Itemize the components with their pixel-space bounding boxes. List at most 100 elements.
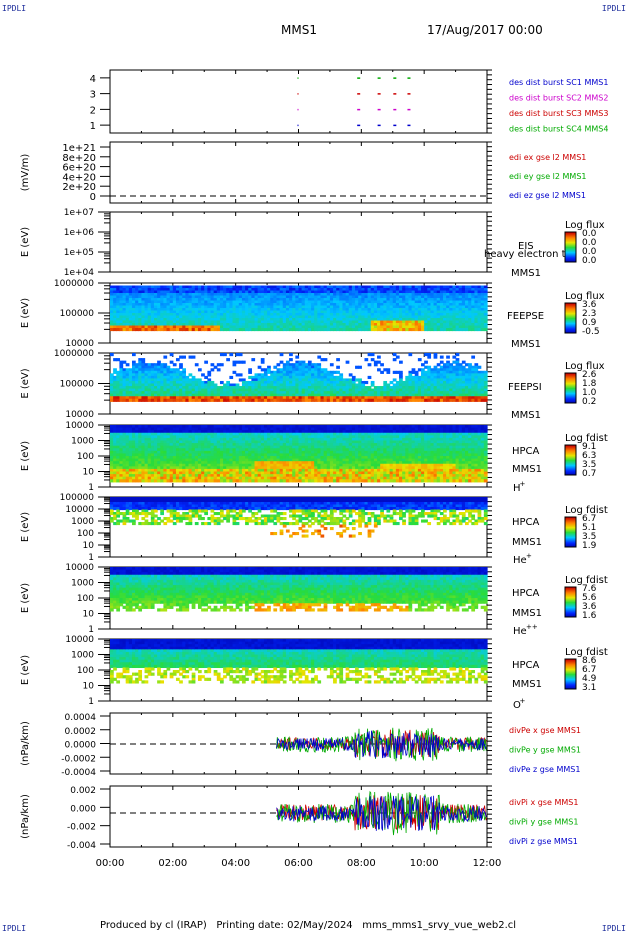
feepsi-colorbar-bar-seg	[565, 394, 576, 396]
eis-colorbar-bar-seg	[565, 260, 576, 262]
hpca-colorbar-5-bar-seg	[565, 453, 576, 455]
burst-mark	[377, 108, 381, 111]
hpca-7-tick-label: 1	[88, 625, 94, 635]
feepsi-colorbar-bar-seg	[565, 375, 576, 377]
hpca-colorbar-8-bar-seg	[565, 660, 576, 662]
burst-mark	[407, 108, 411, 111]
hpca-colorbar-7-bar-seg	[565, 608, 576, 610]
corner-tag-tl: IPDLI	[2, 4, 27, 13]
hpca-colorbar-6-bar-seg	[565, 521, 576, 523]
hpca-colorbar-5-bar-seg	[565, 460, 576, 462]
hpca-colorbar-7-bar-seg	[565, 606, 576, 608]
hpca-colorbar-7-bar-seg	[565, 602, 576, 604]
burst-mark	[357, 77, 361, 79]
eis-colorbar-bar-seg	[565, 251, 576, 253]
hpca-colorbar-7-bar-seg	[565, 594, 576, 596]
hpca-colorbar-5-tick: 3.5	[582, 460, 596, 470]
feepse-tick-label: 10000	[65, 339, 94, 349]
heatmap-4	[110, 353, 488, 402]
eis-colorbar-bar-seg	[565, 255, 576, 257]
feepse-colorbar-bar-seg	[565, 310, 576, 312]
hpca-colorbar-5-bar-seg	[565, 449, 576, 451]
hpca-colorbar-7-bar-seg	[565, 603, 576, 605]
feepsi-colorbar-tick: 0.2	[582, 397, 596, 407]
hpca-colorbar-5-bar-seg	[565, 448, 576, 450]
feepsi-colorbar-bar-seg	[565, 390, 576, 392]
hpca-colorbar-5-bar-seg	[565, 458, 576, 460]
hpca-colorbar-8-bar-frame	[564, 658, 577, 690]
hpca-colorbar-8-bar-seg	[565, 665, 576, 667]
eis-tick-label: 1e+04	[64, 268, 95, 278]
feepse-colorbar-bar-seg	[565, 309, 576, 311]
hpca-mms-7: MMS1	[512, 608, 542, 619]
heatmap-8	[110, 639, 488, 684]
hpca-charge-5: +	[520, 480, 526, 488]
hpca-colorbar-6-bar-seg	[565, 519, 576, 521]
hpca-colorbar-5-bar-seg	[565, 450, 576, 452]
feepsi-colorbar-bar-seg	[565, 379, 576, 381]
div-legend-10-1: divPi y gse MMS1	[509, 818, 578, 827]
hpca-7-tick-label: 100	[77, 594, 94, 604]
heatmap-5	[110, 425, 488, 483]
hpca-colorbar-5-bar-seg	[565, 467, 576, 469]
feepse-colorbar-bar-seg	[565, 315, 576, 317]
hpca-7-tick-label: 10	[83, 610, 95, 620]
feepsi-colorbar-bar-seg	[565, 401, 576, 403]
feepse-colorbar-bar-seg	[565, 322, 576, 324]
edi-ylabel: (mV/m)	[20, 154, 31, 192]
hpca-colorbar-5-bar-seg	[565, 472, 576, 474]
eis-colorbar-bar-seg	[565, 256, 576, 258]
hpca-colorbar-7-tick: 5.6	[582, 593, 597, 603]
feepsi-colorbar-bar-seg	[565, 395, 576, 397]
hpca-colorbar-5-bar-seg	[565, 456, 576, 458]
div-series-10-2	[276, 795, 487, 831]
hpca-mms-6: MMS1	[512, 537, 542, 548]
x-tick-label: 00:00	[96, 858, 125, 869]
hpca-species-7: He	[513, 626, 527, 637]
feepsi-colorbar-bar-seg	[565, 378, 576, 380]
hpca-colorbar-7-bar-seg	[565, 612, 576, 614]
burst-ytick-label: 1	[90, 121, 96, 132]
burst-mark	[297, 108, 299, 111]
feepse-colorbar-bar-seg	[565, 308, 576, 310]
eis-colorbar-bar-seg	[565, 233, 576, 235]
hpca-colorbar-5-bar-seg	[565, 459, 576, 461]
hpca-colorbar-6-bar-frame	[564, 516, 577, 548]
eis-colorbar-bar-seg	[565, 232, 576, 234]
feepsi-colorbar-bar-seg	[565, 377, 576, 379]
feepse-colorbar-bar-seg	[565, 326, 576, 328]
hpca-colorbar-6-bar-seg	[565, 532, 576, 534]
hpca-colorbar-6-bar-seg	[565, 528, 576, 530]
hpca-colorbar-7-bar-seg	[565, 607, 576, 609]
hpca-species-8: O	[513, 700, 521, 711]
hpca-8-tick-label: 1	[88, 697, 94, 707]
feepse-colorbar-bar-seg	[565, 316, 576, 318]
eis-colorbar-tick: 0.0	[582, 229, 597, 239]
hpca-colorbar-6-tick: 5.1	[582, 523, 596, 533]
edi-ytick-label: 0	[90, 192, 96, 203]
hpca-colorbar-6-bar-seg	[565, 522, 576, 524]
div-ytick-label: 0.002	[70, 786, 96, 796]
feepse-colorbar-tick: 0.9	[582, 318, 597, 328]
feepsi-colorbar-bar-seg	[565, 392, 576, 394]
hpca-colorbar-6-bar-seg	[565, 524, 576, 526]
spacecraft-title: MMS1	[281, 23, 317, 37]
hpca-colorbar-6-tick: 3.5	[582, 532, 596, 542]
eis-colorbar-bar-seg	[565, 239, 576, 241]
div-legend-10-2: divPi z gse MMS1	[509, 837, 578, 846]
hpca-colorbar-7-bar-seg	[565, 593, 576, 595]
burst-mark	[297, 77, 299, 79]
hpca-label-7: HPCA	[512, 588, 540, 599]
burst-ytick-label: 2	[90, 105, 96, 116]
hpca-colorbar-6-bar-seg	[565, 538, 576, 540]
hpca-colorbar-5-bar-seg	[565, 471, 576, 473]
feepse-colorbar-bar-seg	[565, 317, 576, 319]
feepse-colorbar-title: Log flux	[565, 291, 605, 302]
hpca-colorbar-5-bar-seg	[565, 463, 576, 465]
feepse-colorbar-bar-seg	[565, 325, 576, 327]
panel-frame-1	[109, 141, 488, 204]
legend-2: des dist burst SC3 MMS3	[509, 109, 608, 118]
div-ytick-label: 0.0004	[65, 713, 97, 723]
feepse-colorbar-bar-seg	[565, 324, 576, 326]
eis-overlay: heavy electron tof	[484, 249, 576, 260]
